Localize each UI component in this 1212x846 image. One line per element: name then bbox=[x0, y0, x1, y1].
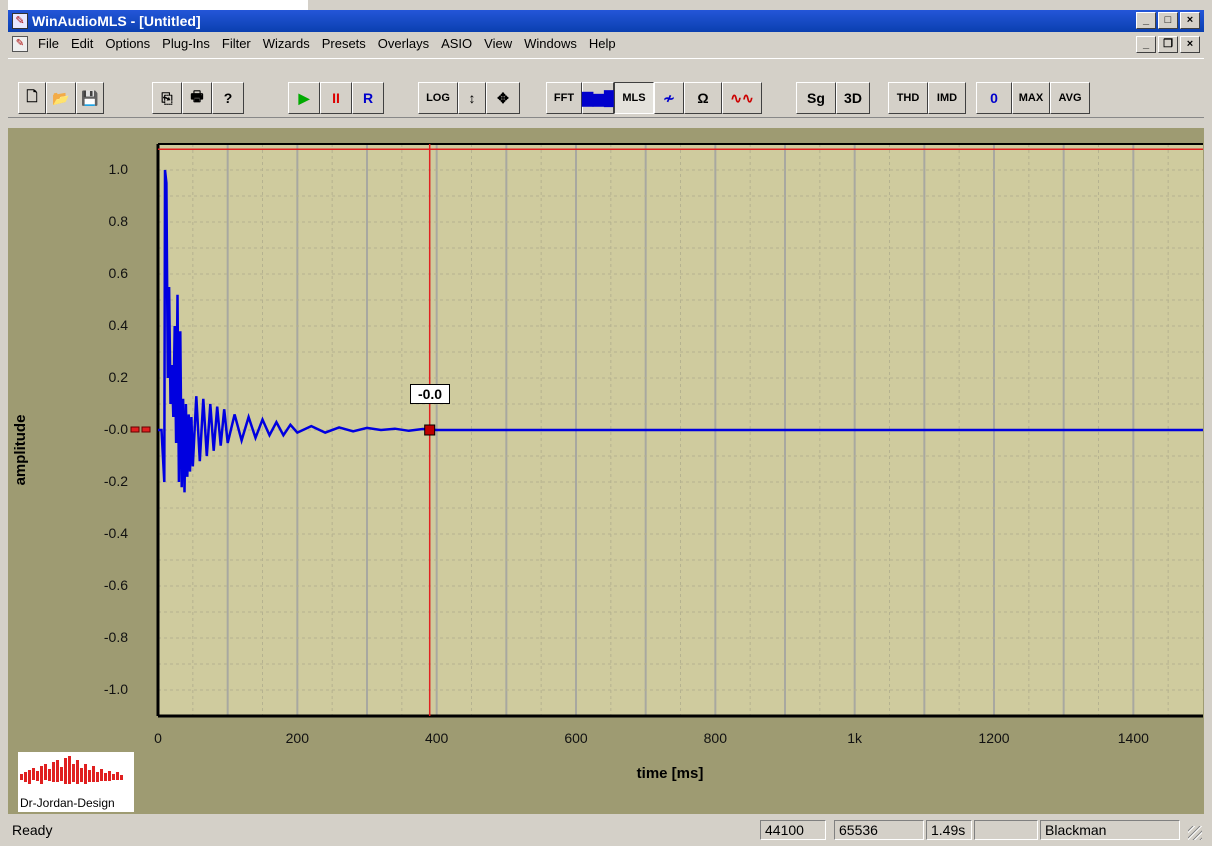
menu-view[interactable]: View bbox=[484, 36, 513, 51]
y-tick-label: -0.0 bbox=[103, 421, 128, 437]
cursor-point bbox=[424, 424, 436, 436]
minimize-button[interactable]: _ bbox=[1136, 12, 1156, 29]
avg-button[interactable]: AVG bbox=[1050, 82, 1090, 114]
impedance-button[interactable]: Ω bbox=[684, 82, 722, 114]
x-tick-label: 1k bbox=[847, 730, 863, 746]
y-tick-label: 0.6 bbox=[108, 265, 128, 281]
y-tick-label: -0.4 bbox=[103, 525, 128, 541]
y-tick-label: -0.2 bbox=[103, 473, 128, 489]
overlay-button[interactable]: ∿∿ bbox=[722, 82, 762, 114]
y-tick-label: 1.0 bbox=[108, 161, 128, 177]
y-tick-label: -0.6 bbox=[103, 577, 128, 593]
x-tick-label: 0 bbox=[154, 730, 162, 746]
menu-wizards[interactable]: Wizards bbox=[262, 36, 310, 51]
menu-presets[interactable]: Presets bbox=[321, 36, 366, 51]
record-button[interactable]: R bbox=[352, 82, 384, 114]
menu-overlays[interactable]: Overlays bbox=[377, 36, 430, 51]
mdi-close-button[interactable]: × bbox=[1180, 36, 1200, 53]
menu-bar: ✎ File Edit Options Plug-Ins Filter Wizards Pr… bbox=[8, 32, 1204, 56]
menu-plug-ins[interactable]: Plug-Ins bbox=[162, 36, 210, 51]
log-button[interactable]: LOG bbox=[418, 82, 458, 114]
copy-button[interactable]: ⎘ bbox=[152, 82, 182, 114]
zero-button[interactable]: 0 bbox=[976, 82, 1012, 114]
menu-options[interactable]: Options bbox=[105, 36, 151, 51]
maximize-button[interactable]: □ bbox=[1158, 12, 1178, 29]
save-button[interactable]: 💾 bbox=[76, 82, 104, 114]
sonogram-button[interactable]: Sg bbox=[796, 82, 836, 114]
status-window-function: Blackman bbox=[1040, 820, 1180, 840]
y-axis-label: amplitude bbox=[12, 414, 29, 486]
cursor-value-label: -0.0 bbox=[410, 384, 450, 404]
logo: Dr-Jordan-Design bbox=[18, 752, 134, 812]
zero-marker-1 bbox=[130, 426, 140, 433]
zero-marker-2 bbox=[141, 426, 151, 433]
title-bar: ✎ WinAudioMLS - [Untitled] _ □ × bbox=[8, 10, 1204, 32]
x-tick-label: 400 bbox=[424, 730, 449, 746]
menu-windows[interactable]: Windows bbox=[524, 36, 577, 51]
menu-edit[interactable]: Edit bbox=[70, 36, 94, 51]
data-series-0 bbox=[158, 169, 1203, 493]
status-sample-rate: 44100 bbox=[760, 820, 826, 840]
x-tick-label: 1400 bbox=[1117, 730, 1149, 746]
status-ready: Ready bbox=[12, 822, 53, 838]
app-icon: ✎ bbox=[12, 13, 28, 29]
close-button[interactable]: × bbox=[1180, 12, 1200, 29]
mdi-restore-button[interactable]: ❐ bbox=[1158, 36, 1178, 53]
y-tick-label: 0.4 bbox=[108, 317, 128, 333]
y-tick-label: 0.2 bbox=[108, 369, 128, 385]
mls-button[interactable]: MLS bbox=[614, 82, 654, 114]
pause-button[interactable]: II bbox=[320, 82, 352, 114]
pan-button[interactable]: ✥ bbox=[486, 82, 520, 114]
menu-filter[interactable]: Filter bbox=[221, 36, 251, 51]
imd-button[interactable]: IMD bbox=[928, 82, 966, 114]
status-length: 65536 bbox=[834, 820, 924, 840]
thd-button[interactable]: THD bbox=[888, 82, 928, 114]
open-button[interactable]: 📂 bbox=[46, 82, 76, 114]
status-duration: 1.49s bbox=[926, 820, 972, 840]
status-bar: Ready 44100 65536 1.49s Blackman bbox=[8, 814, 1204, 842]
x-tick-label: 1200 bbox=[978, 730, 1010, 746]
x-tick-label: 800 bbox=[703, 730, 727, 746]
menu-asio[interactable]: ASIO bbox=[441, 36, 473, 51]
play-button[interactable]: ▶ bbox=[288, 82, 320, 114]
spectrum-button[interactable]: ▇▆█ bbox=[582, 82, 614, 114]
3d-button[interactable]: 3D bbox=[836, 82, 870, 114]
vertical-zoom-button[interactable]: ↕ bbox=[458, 82, 486, 114]
print-button[interactable]: 🖶 bbox=[182, 82, 212, 114]
wave-button[interactable]: ≁ bbox=[654, 82, 684, 114]
x-axis-label: time [ms] bbox=[636, 765, 704, 782]
x-tick-label: 600 bbox=[564, 730, 588, 746]
window-title: WinAudioMLS - [Untitled] bbox=[32, 13, 201, 29]
logo-graphic bbox=[20, 756, 123, 784]
new-button[interactable]: 🗋 bbox=[18, 82, 46, 114]
y-tick-label: -1.0 bbox=[103, 681, 128, 697]
help-button[interactable]: ? bbox=[212, 82, 244, 114]
y-tick-label: 0.8 bbox=[108, 213, 128, 229]
mdi-minimize-button[interactable]: _ bbox=[1136, 36, 1156, 53]
toolbar bbox=[8, 58, 1204, 118]
max-button[interactable]: MAX bbox=[1012, 82, 1050, 114]
resize-grip[interactable] bbox=[1188, 826, 1202, 840]
y-tick-label: -0.8 bbox=[103, 629, 128, 645]
top-strip bbox=[8, 0, 308, 10]
menu-help[interactable]: Help bbox=[588, 36, 616, 51]
x-tick-label: 200 bbox=[285, 730, 309, 746]
logo-text: Dr-Jordan-Design bbox=[20, 796, 115, 810]
status-empty bbox=[974, 820, 1038, 840]
document-icon[interactable]: ✎ bbox=[12, 36, 28, 52]
fft-button[interactable]: FFT bbox=[546, 82, 582, 114]
menu-file[interactable]: File bbox=[38, 36, 59, 51]
